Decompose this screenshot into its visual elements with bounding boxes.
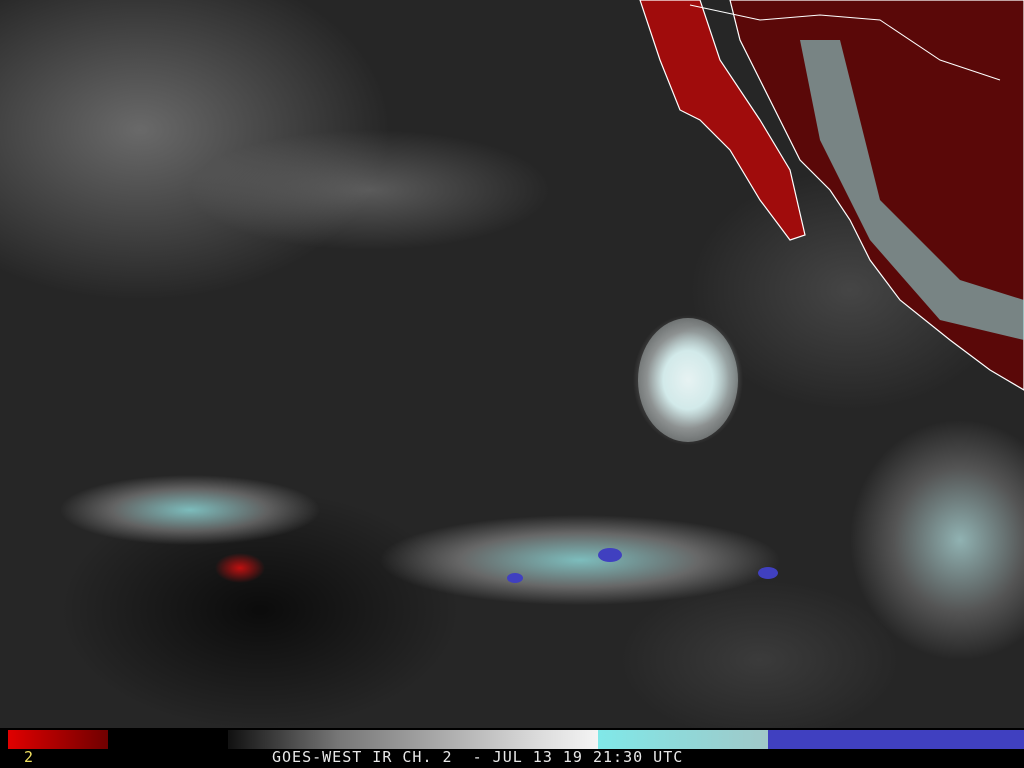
color-scale <box>8 730 1024 749</box>
cloud-band-mexico <box>800 40 1024 340</box>
coastline-overlay <box>507 0 1024 583</box>
baja-california-landmass <box>639 0 806 241</box>
cold-cloud-top <box>758 567 778 579</box>
us-mexico-border <box>689 4 1001 81</box>
image-caption: GOES-WEST IR CH. 2 - JUL 13 19 21:30 UTC <box>272 748 684 766</box>
cold-cloud-top <box>598 548 622 562</box>
scale-black <box>108 730 228 749</box>
legend-bar: 2 GOES-WEST IR CH. 2 - JUL 13 19 21:30 U… <box>0 728 1024 768</box>
tropical-storm-cloud <box>638 318 738 442</box>
scale-blue <box>768 730 1024 749</box>
scale-red <box>8 730 108 749</box>
cold-cloud-top <box>507 573 523 583</box>
channel-number: 2 <box>24 748 34 766</box>
scale-cyan <box>598 730 768 749</box>
scale-gray <box>228 730 598 749</box>
